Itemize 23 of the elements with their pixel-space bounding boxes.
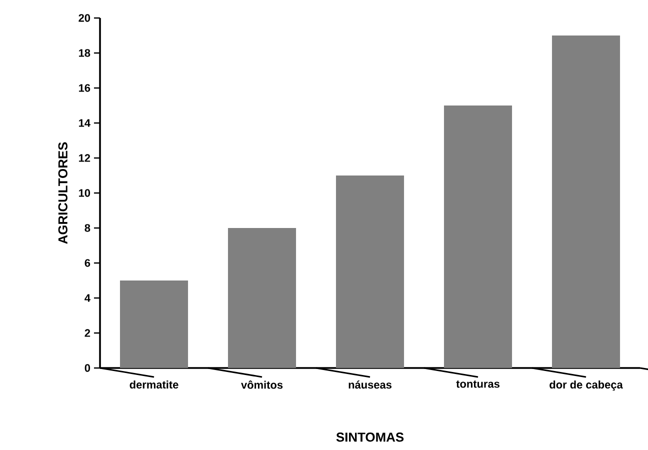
x-axis-title: SINTOMAS xyxy=(336,432,404,442)
y-axis-title: AGRICULTORES xyxy=(58,142,68,244)
y-tick-label: 4 xyxy=(84,294,90,302)
x-tick-label: dor de cabeça xyxy=(550,380,623,391)
bar xyxy=(120,280,188,368)
bar xyxy=(552,35,620,368)
x-tick-label: tonturas xyxy=(456,380,500,388)
y-tick-label: 20 xyxy=(78,14,90,22)
y-tick-label: 0 xyxy=(84,364,90,372)
y-tick-label: 10 xyxy=(78,189,90,197)
bar xyxy=(228,228,296,368)
y-tick-label: 6 xyxy=(84,259,90,267)
y-tick-label: 16 xyxy=(78,84,90,92)
bar xyxy=(336,175,404,368)
y-tick-label: 2 xyxy=(84,329,90,337)
x-tick-label: dermatite xyxy=(130,380,178,389)
y-tick-label: 14 xyxy=(78,119,90,127)
y-tick-label: 8 xyxy=(84,224,90,232)
bar xyxy=(444,105,512,368)
y-tick-label: 12 xyxy=(78,154,90,162)
x-tick-label: náuseas xyxy=(348,380,392,389)
y-tick-label: 18 xyxy=(78,49,90,57)
x-tick-label: vômitos xyxy=(241,380,283,389)
